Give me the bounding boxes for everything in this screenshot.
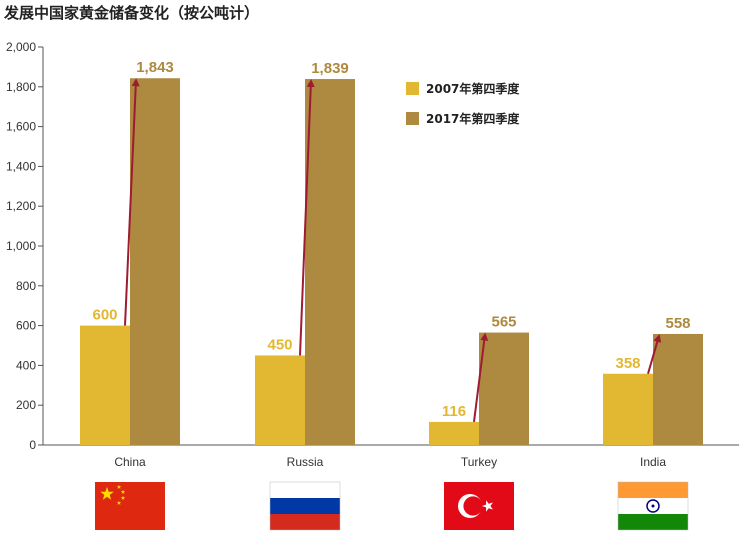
data-label-2007: 358 bbox=[615, 355, 640, 372]
data-label-2017: 558 bbox=[665, 315, 690, 332]
turkey-flag bbox=[444, 482, 514, 530]
bar-2007-india bbox=[603, 373, 653, 445]
bar-2007-russia bbox=[255, 355, 305, 445]
x-tick-label: China bbox=[114, 455, 146, 469]
growth-arrow bbox=[647, 334, 662, 375]
data-label-2017: 565 bbox=[491, 314, 516, 331]
russia-flag bbox=[269, 481, 341, 531]
chakra-icon bbox=[646, 499, 660, 513]
small-star-icon bbox=[120, 495, 126, 500]
flag-stripe bbox=[270, 498, 340, 514]
large-star-icon bbox=[100, 487, 114, 500]
bar-2017-india bbox=[653, 333, 703, 445]
y-tick-label: 1,400 bbox=[6, 159, 36, 173]
flag-stripe bbox=[618, 482, 688, 498]
china-flag bbox=[95, 482, 165, 530]
flag-stripe bbox=[270, 482, 340, 498]
flag-field bbox=[95, 482, 165, 530]
chakra-hub bbox=[651, 504, 655, 508]
y-tick-label: 400 bbox=[16, 358, 36, 372]
y-tick-label: 200 bbox=[16, 398, 36, 412]
y-tick-label: 600 bbox=[16, 319, 36, 333]
legend-label: 2017年第四季度 bbox=[426, 111, 520, 126]
bar-2017-turkey bbox=[479, 332, 529, 445]
growth-arrow bbox=[473, 332, 489, 423]
y-tick-label: 1,600 bbox=[6, 120, 36, 134]
y-tick-label: 1,200 bbox=[6, 199, 36, 213]
bar-2017-russia bbox=[305, 79, 355, 445]
x-tick-label: Russia bbox=[287, 455, 324, 469]
india-flag bbox=[617, 481, 689, 531]
bar-2017-china bbox=[130, 78, 180, 446]
y-tick-label: 1,000 bbox=[6, 239, 36, 253]
data-label-2007: 450 bbox=[267, 336, 292, 353]
legend-label: 2007年第四季度 bbox=[426, 81, 520, 96]
flag-border bbox=[269, 481, 341, 531]
y-tick-label: 0 bbox=[29, 438, 36, 452]
flag-stripe bbox=[270, 514, 340, 530]
bar-2007-turkey bbox=[429, 421, 479, 445]
small-star-icon bbox=[116, 500, 122, 505]
data-label-2017: 1,843 bbox=[136, 59, 174, 76]
small-star-icon bbox=[116, 484, 122, 489]
bar-2007-china bbox=[80, 325, 130, 445]
y-tick-label: 800 bbox=[16, 279, 36, 293]
data-label-2017: 1,839 bbox=[311, 60, 349, 77]
data-label-2007: 116 bbox=[442, 403, 466, 420]
x-tick-label: Turkey bbox=[461, 455, 497, 469]
data-label-2007: 600 bbox=[92, 307, 117, 324]
flag-border bbox=[617, 481, 689, 531]
small-star-icon bbox=[120, 489, 126, 494]
x-tick-label: India bbox=[640, 455, 666, 469]
growth-arrow bbox=[124, 78, 140, 326]
star-icon bbox=[482, 500, 493, 512]
y-tick-label: 2,000 bbox=[6, 40, 36, 54]
crescent-cutout bbox=[463, 496, 483, 516]
legend-swatch bbox=[406, 82, 419, 95]
y-tick-label: 1,800 bbox=[6, 80, 36, 94]
growth-arrow bbox=[299, 79, 315, 356]
chart-title: 发展中国家黄金储备变化（按公吨计） bbox=[4, 4, 260, 22]
legend-swatch bbox=[406, 112, 419, 125]
flag-stripe bbox=[618, 514, 688, 530]
